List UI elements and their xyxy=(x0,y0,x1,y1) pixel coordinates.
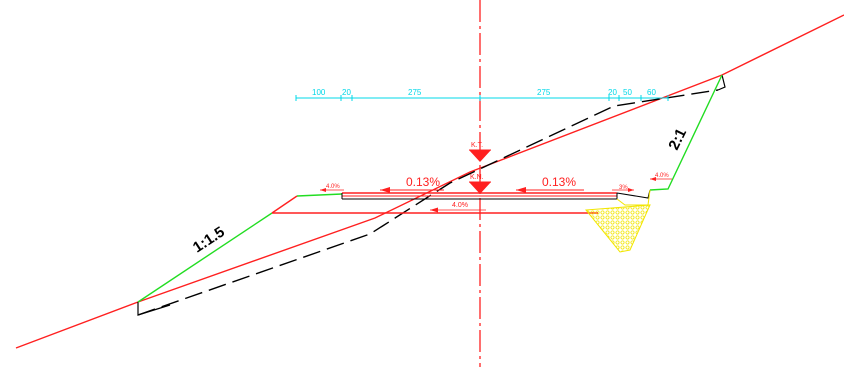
dim-label-1: 100 xyxy=(312,88,326,97)
left-bench-line xyxy=(137,302,171,316)
level-label-top: K.T. xyxy=(471,142,483,149)
grade-label-left-lane: 0.13% xyxy=(406,175,440,189)
grade-arrow-right-shoulder-inner xyxy=(612,188,634,192)
dim-label-4: 275 xyxy=(537,88,551,97)
grade-label-right-shoulder-inner: 3% xyxy=(619,185,628,191)
right-cut-slope xyxy=(649,74,723,191)
left-embankment-red xyxy=(271,195,298,214)
dim-label-6: 50 xyxy=(623,88,632,97)
slope-label-left: 1:1.5 xyxy=(190,223,228,256)
dim-label-5: 20 xyxy=(608,88,617,97)
level-marker-top-triangle xyxy=(469,150,491,162)
dim-label-3: 275 xyxy=(408,88,422,97)
ditch-fill xyxy=(585,204,651,253)
grade-label-right-lane: 0.13% xyxy=(542,175,576,189)
grade-label-left-shoulder: 4.0% xyxy=(326,184,340,190)
grade-arrow-right-shoulder-outer xyxy=(650,177,672,181)
dimension-ticks xyxy=(295,95,669,101)
right-shoulder-yellow xyxy=(616,189,651,206)
grade-arrow-left-shoulder xyxy=(320,188,344,192)
right-top-hook xyxy=(717,74,726,91)
grade-arrow-left-lane xyxy=(380,187,444,193)
grade-label-subgrade: 4.0% xyxy=(452,202,468,209)
left-fill-slope xyxy=(137,212,273,303)
natural-ground-line xyxy=(15,14,844,349)
grade-arrow-right-lane xyxy=(516,187,584,193)
grade-arrow-subgrade xyxy=(430,207,486,213)
grade-label-right-shoulder-outer: 4.0% xyxy=(655,173,669,179)
level-marker-bottom-triangle xyxy=(469,182,491,194)
level-label-bottom: K.N. xyxy=(470,174,484,181)
dim-label-2: 20 xyxy=(342,88,351,97)
right-shoulder-detail xyxy=(616,189,651,199)
left-shoulder-green xyxy=(296,193,343,197)
dim-label-7: 60 xyxy=(647,88,656,97)
subgrade-dashed-line xyxy=(137,89,719,316)
